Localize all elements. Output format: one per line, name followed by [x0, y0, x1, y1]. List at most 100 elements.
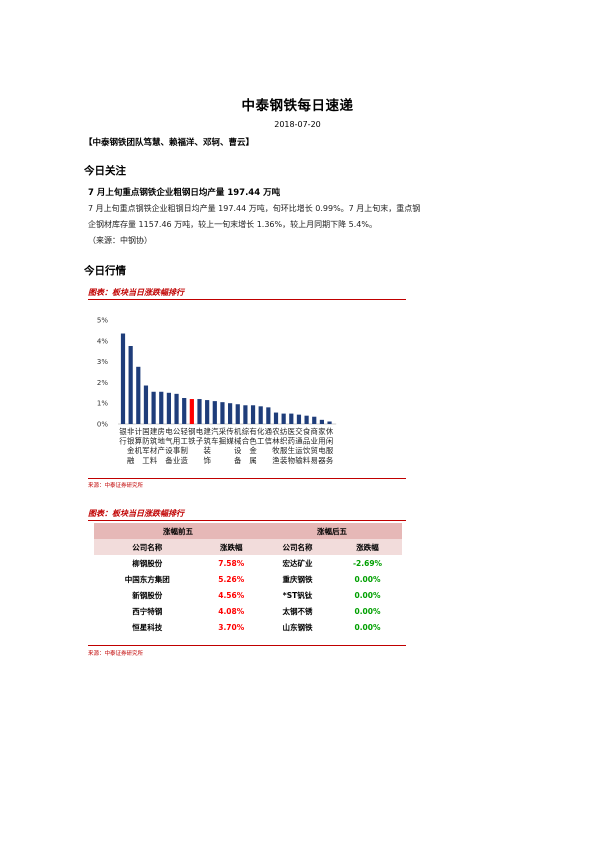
bar: [281, 413, 286, 424]
x-tick-label: 国防军工: [142, 427, 150, 465]
loser-change: 0.00%: [354, 574, 381, 584]
group-header-top-losers: 涨幅后五: [262, 523, 402, 539]
bar: [205, 400, 210, 424]
gainer-change: 7.58%: [218, 558, 245, 568]
table-source: 来源：中泰证券研究所: [88, 651, 144, 657]
x-tick-label: 建筑装饰: [203, 427, 211, 465]
gainer-name: 柳钢股份: [132, 558, 163, 568]
x-tick-label: 医药生物: [288, 427, 296, 465]
x-tick-label: 电气设备: [165, 427, 173, 465]
x-tick-label: 食品饮料: [303, 427, 311, 465]
table-bottom-rule: [88, 645, 406, 646]
bar: [220, 402, 225, 424]
loser-change: 0.00%: [354, 606, 381, 616]
document-title: 中泰钢铁每日速递: [241, 98, 354, 114]
x-tick-label: 机械设备: [234, 427, 242, 465]
y-tick-label: 2%: [97, 379, 108, 387]
author-team: 【中泰钢铁团队笃慧、赖福洋、邓轲、曹云】: [84, 138, 255, 148]
chart-source: 来源：中泰证券研究所: [88, 483, 144, 489]
bar: [151, 391, 156, 424]
bar-series: [120, 333, 332, 424]
x-tick-label: 非银金融: [127, 427, 135, 465]
news-body-line: 7 月上旬重点钢铁企业粗钢日均产量 197.44 万吨，旬环比增长 0.99%。…: [88, 204, 421, 213]
bar: [289, 413, 294, 424]
bar: [189, 399, 194, 424]
bar: [197, 399, 202, 424]
bar: [266, 407, 271, 424]
table-figure-title: 图表：板块当日涨跌幅排行: [88, 509, 184, 518]
x-axis-labels: 银行非银金融计算机国防军工建筑材料房地产电气设备公用事业轻工制造钢铁电子建筑装饰…: [119, 427, 334, 465]
loser-change: -2.69%: [352, 558, 383, 568]
x-tick-label: 有色金属: [249, 427, 257, 465]
x-tick-label: 传媒: [226, 427, 234, 446]
section-heading-market: 今日行情: [84, 265, 126, 277]
x-tick-label: 采掘: [219, 427, 227, 446]
bar: [166, 392, 171, 424]
bar: [159, 391, 164, 424]
x-tick-label: 计算机: [135, 427, 143, 455]
section-heading-focus: 今日关注: [84, 165, 126, 177]
x-tick-label: 电子: [196, 427, 204, 446]
x-tick-label: 化工: [257, 427, 265, 446]
table-row: 新钢股份 4.56% *ST钒钛 0.00%: [94, 587, 402, 603]
news-source: （来源：中钢协）: [88, 236, 152, 245]
column-header-change: 涨跌幅: [200, 539, 263, 555]
x-tick-label: 公用事业: [173, 427, 181, 465]
x-tick-label: 钢铁: [188, 427, 196, 446]
x-tick-label: 银行: [119, 427, 127, 446]
bar: [182, 398, 187, 424]
bar: [273, 412, 279, 424]
bar: [174, 393, 179, 424]
gainer-name: 恒星科技: [132, 622, 163, 632]
bar: [143, 385, 149, 424]
chart-title-rule: [88, 299, 406, 300]
x-tick-label: 房地产: [158, 427, 166, 455]
bar: [258, 406, 263, 424]
x-tick-label: 家用电器: [318, 427, 326, 465]
column-header-company: 公司名称: [262, 539, 334, 555]
gainer-change: 3.70%: [218, 622, 245, 632]
x-tick-label: 农林牧渔: [272, 427, 280, 465]
x-tick-label: 综合: [242, 427, 250, 446]
loser-name: 宏达矿业: [282, 558, 313, 568]
table-title-rule: [88, 520, 406, 521]
loser-name: 山东钢铁: [282, 622, 313, 632]
gainer-change: 4.08%: [218, 606, 245, 616]
y-tick-label: 4%: [97, 337, 108, 345]
bar: [250, 405, 256, 424]
column-header-change: 涨跌幅: [333, 539, 402, 555]
x-tick-label: 商业贸易: [311, 427, 318, 465]
table-row: 恒星科技 3.70% 山东钢铁 0.00%: [94, 619, 402, 635]
column-header-company: 公司名称: [94, 539, 201, 555]
stock-ranking-table: 涨幅前五 涨幅后五 公司名称 涨跌幅 公司名称 涨跌幅 柳钢股份 7.58% 宏…: [94, 523, 402, 635]
x-tick-label: 轻工制造: [180, 427, 188, 465]
loser-change: 0.00%: [354, 622, 381, 632]
bar: [312, 416, 317, 424]
y-tick-label: 5%: [97, 317, 108, 325]
sector-change-bar-chart: 0% 1% 2% 3% 4% 5% 银行非银金融计算机国防军工建筑材料房地产电气设备公用事…: [97, 317, 337, 465]
bar: [136, 366, 141, 424]
loser-name: 太钢不锈: [282, 606, 313, 616]
loser-name: 重庆钢铁: [282, 574, 313, 584]
bar: [304, 415, 309, 424]
table-row: 中国东方集团 5.26% 重庆钢铁 0.00%: [94, 571, 402, 587]
x-tick-label: 汽车: [211, 427, 219, 446]
group-header-top-gainers: 涨幅前五: [94, 523, 263, 539]
chart-bottom-rule: [88, 478, 406, 479]
x-tick-label: 纺织服装: [280, 427, 288, 465]
bar: [296, 414, 302, 424]
document-date: 2018-07-20: [274, 120, 321, 129]
x-tick-label: 建筑材料: [150, 427, 158, 465]
gainer-change: 4.56%: [218, 590, 245, 600]
bar: [120, 333, 126, 424]
bar: [319, 419, 324, 424]
news-headline: 7 月上旬重点钢铁企业粗钢日均产量 197.44 万吨: [88, 188, 281, 198]
y-tick-label: 1%: [97, 400, 108, 408]
x-tick-label: 休闲服务: [326, 427, 334, 465]
x-tick-label: 交通运输: [295, 427, 303, 465]
gainer-name: 新钢股份: [132, 590, 163, 600]
bar: [327, 421, 332, 424]
bar: [228, 403, 233, 424]
bar: [243, 405, 248, 424]
loser-name: *ST钒钛: [282, 590, 313, 600]
